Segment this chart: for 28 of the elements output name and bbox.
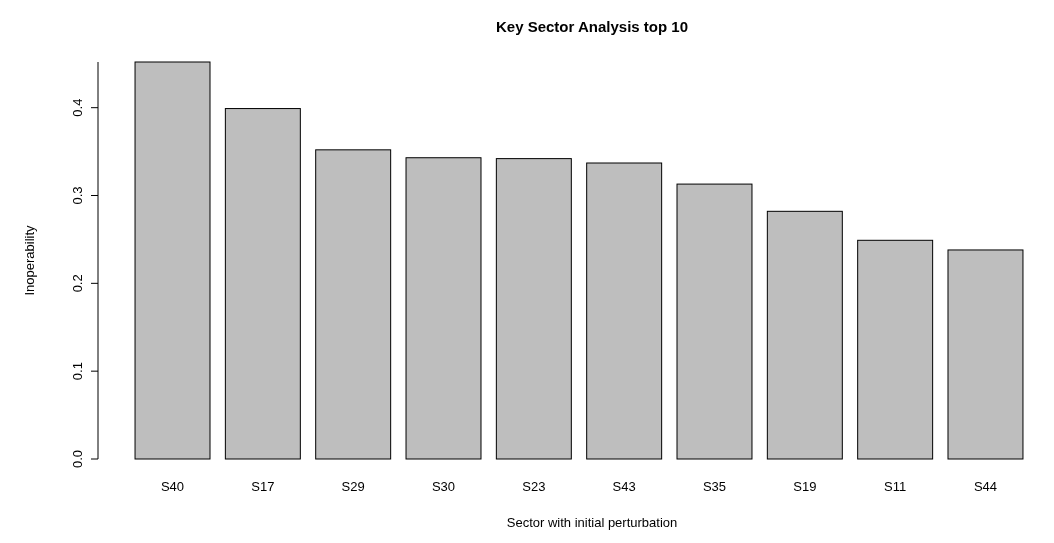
x-tick-label: S30: [431, 479, 456, 494]
bar: [495, 158, 572, 460]
chart-title: Key Sector Analysis top 10: [495, 18, 689, 35]
x-tick-label: S44: [973, 479, 998, 494]
bar: [315, 149, 392, 460]
x-tick-label: S35: [702, 479, 727, 494]
x-tick-label: S19: [793, 479, 817, 494]
y-tick-label: 0.3: [70, 186, 85, 205]
x-tick-label: S40: [160, 479, 185, 494]
bar: [586, 162, 663, 460]
bar: [134, 61, 211, 460]
x-tick-label: S11: [884, 479, 907, 494]
y-tick-label: 0.4: [70, 98, 85, 117]
x-axis-title: Sector with initial perturbation: [506, 515, 678, 530]
bar: [676, 183, 753, 460]
y-tick-label: 0.1: [70, 362, 85, 381]
bar: [947, 249, 1024, 460]
bar: [857, 239, 934, 460]
bar: [224, 108, 301, 460]
x-tick-label: S23: [522, 479, 546, 494]
bar: [405, 157, 482, 460]
x-tick-label: S43: [612, 479, 636, 494]
y-axis-title: Inoperability: [22, 224, 37, 296]
y-tick-label: 0.2: [70, 274, 85, 293]
y-tick-label: 0.0: [70, 449, 85, 469]
x-tick-label: S29: [341, 479, 365, 494]
x-tick-label: S17: [251, 479, 275, 494]
bar: [766, 210, 843, 460]
